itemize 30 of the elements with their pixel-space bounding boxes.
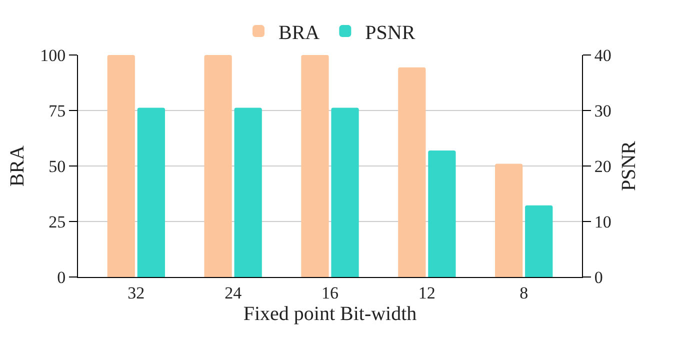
x-tick-label: 24: [224, 283, 242, 302]
bar: [398, 67, 426, 277]
bar: [204, 55, 232, 277]
bar: [234, 108, 262, 277]
bar: [137, 108, 165, 277]
bar: [301, 55, 329, 277]
x-tick-label: 8: [520, 283, 528, 302]
y-tick-label: 0: [57, 268, 66, 287]
y-axis-title: BRA: [6, 144, 29, 187]
y-tick-label: 100: [40, 46, 66, 65]
y-tick-label: 25: [48, 212, 66, 232]
bar: [331, 108, 359, 277]
y2-tick-label: 0: [594, 268, 603, 287]
y2-axis-title: PSNR: [618, 140, 640, 192]
bar: [107, 55, 135, 277]
legend-label: PSNR: [365, 22, 416, 44]
bar: [495, 164, 523, 277]
y-tick-label: 75: [48, 101, 66, 120]
x-axis-title: Fixed point Bit-width: [243, 302, 417, 325]
y-tick-label: 50: [48, 156, 66, 176]
y2-tick-label: 30: [594, 101, 612, 120]
bar: [525, 205, 553, 277]
y2-tick-label: 20: [594, 156, 612, 176]
y2-tick-label: 40: [594, 46, 612, 65]
y2-tick-label: 10: [594, 212, 612, 232]
x-tick-label: 16: [322, 283, 338, 302]
x-tick-label: 32: [128, 283, 145, 302]
legend-label: BRA: [278, 22, 320, 44]
x-tick-label: 12: [418, 283, 436, 302]
bar: [428, 150, 456, 277]
